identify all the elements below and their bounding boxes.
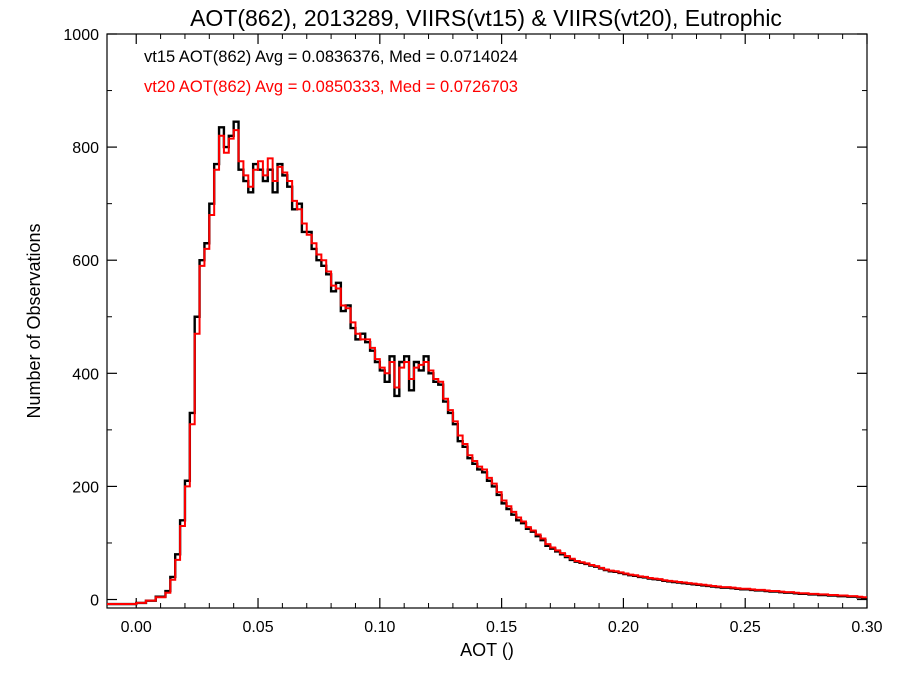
annotation-vt20: vt20 AOT(862) Avg = 0.0850333, Med = 0.0… xyxy=(144,78,518,96)
x-axis: 0.00 0.05 0.10 0.15 0.20 0.25 0.30 xyxy=(121,34,883,636)
y-axis-label: Number of Observations xyxy=(24,223,44,418)
x-tick-label: 0.00 xyxy=(121,619,152,636)
x-axis-label: AOT () xyxy=(460,640,514,660)
y-tick-label: 200 xyxy=(72,479,99,496)
plot-frame xyxy=(106,33,868,609)
y-tick-label: 600 xyxy=(72,253,99,270)
y-tick-label: 400 xyxy=(72,366,99,383)
x-tick-label: 0.15 xyxy=(486,619,517,636)
x-tick-label: 0.10 xyxy=(364,619,395,636)
y-tick-label: 1000 xyxy=(63,27,99,44)
x-tick-label: 0.05 xyxy=(242,619,273,636)
chart-title: AOT(862), 2013289, VIIRS(vt15) & VIIRS(v… xyxy=(190,5,782,31)
x-tick-label: 0.20 xyxy=(608,619,639,636)
x-tick-label: 0.25 xyxy=(730,619,761,636)
y-tick-label: 0 xyxy=(90,593,99,610)
annotation-vt15: vt15 AOT(862) Avg = 0.0836376, Med = 0.0… xyxy=(144,48,518,66)
series-layer xyxy=(107,120,867,606)
series-line-vt15 xyxy=(107,120,867,606)
y-axis: 0 200 400 600 800 1000 xyxy=(63,27,867,610)
x-tick-label: 0.30 xyxy=(851,619,882,636)
series-line-vt20 xyxy=(107,129,867,606)
y-tick-label: 800 xyxy=(72,140,99,157)
